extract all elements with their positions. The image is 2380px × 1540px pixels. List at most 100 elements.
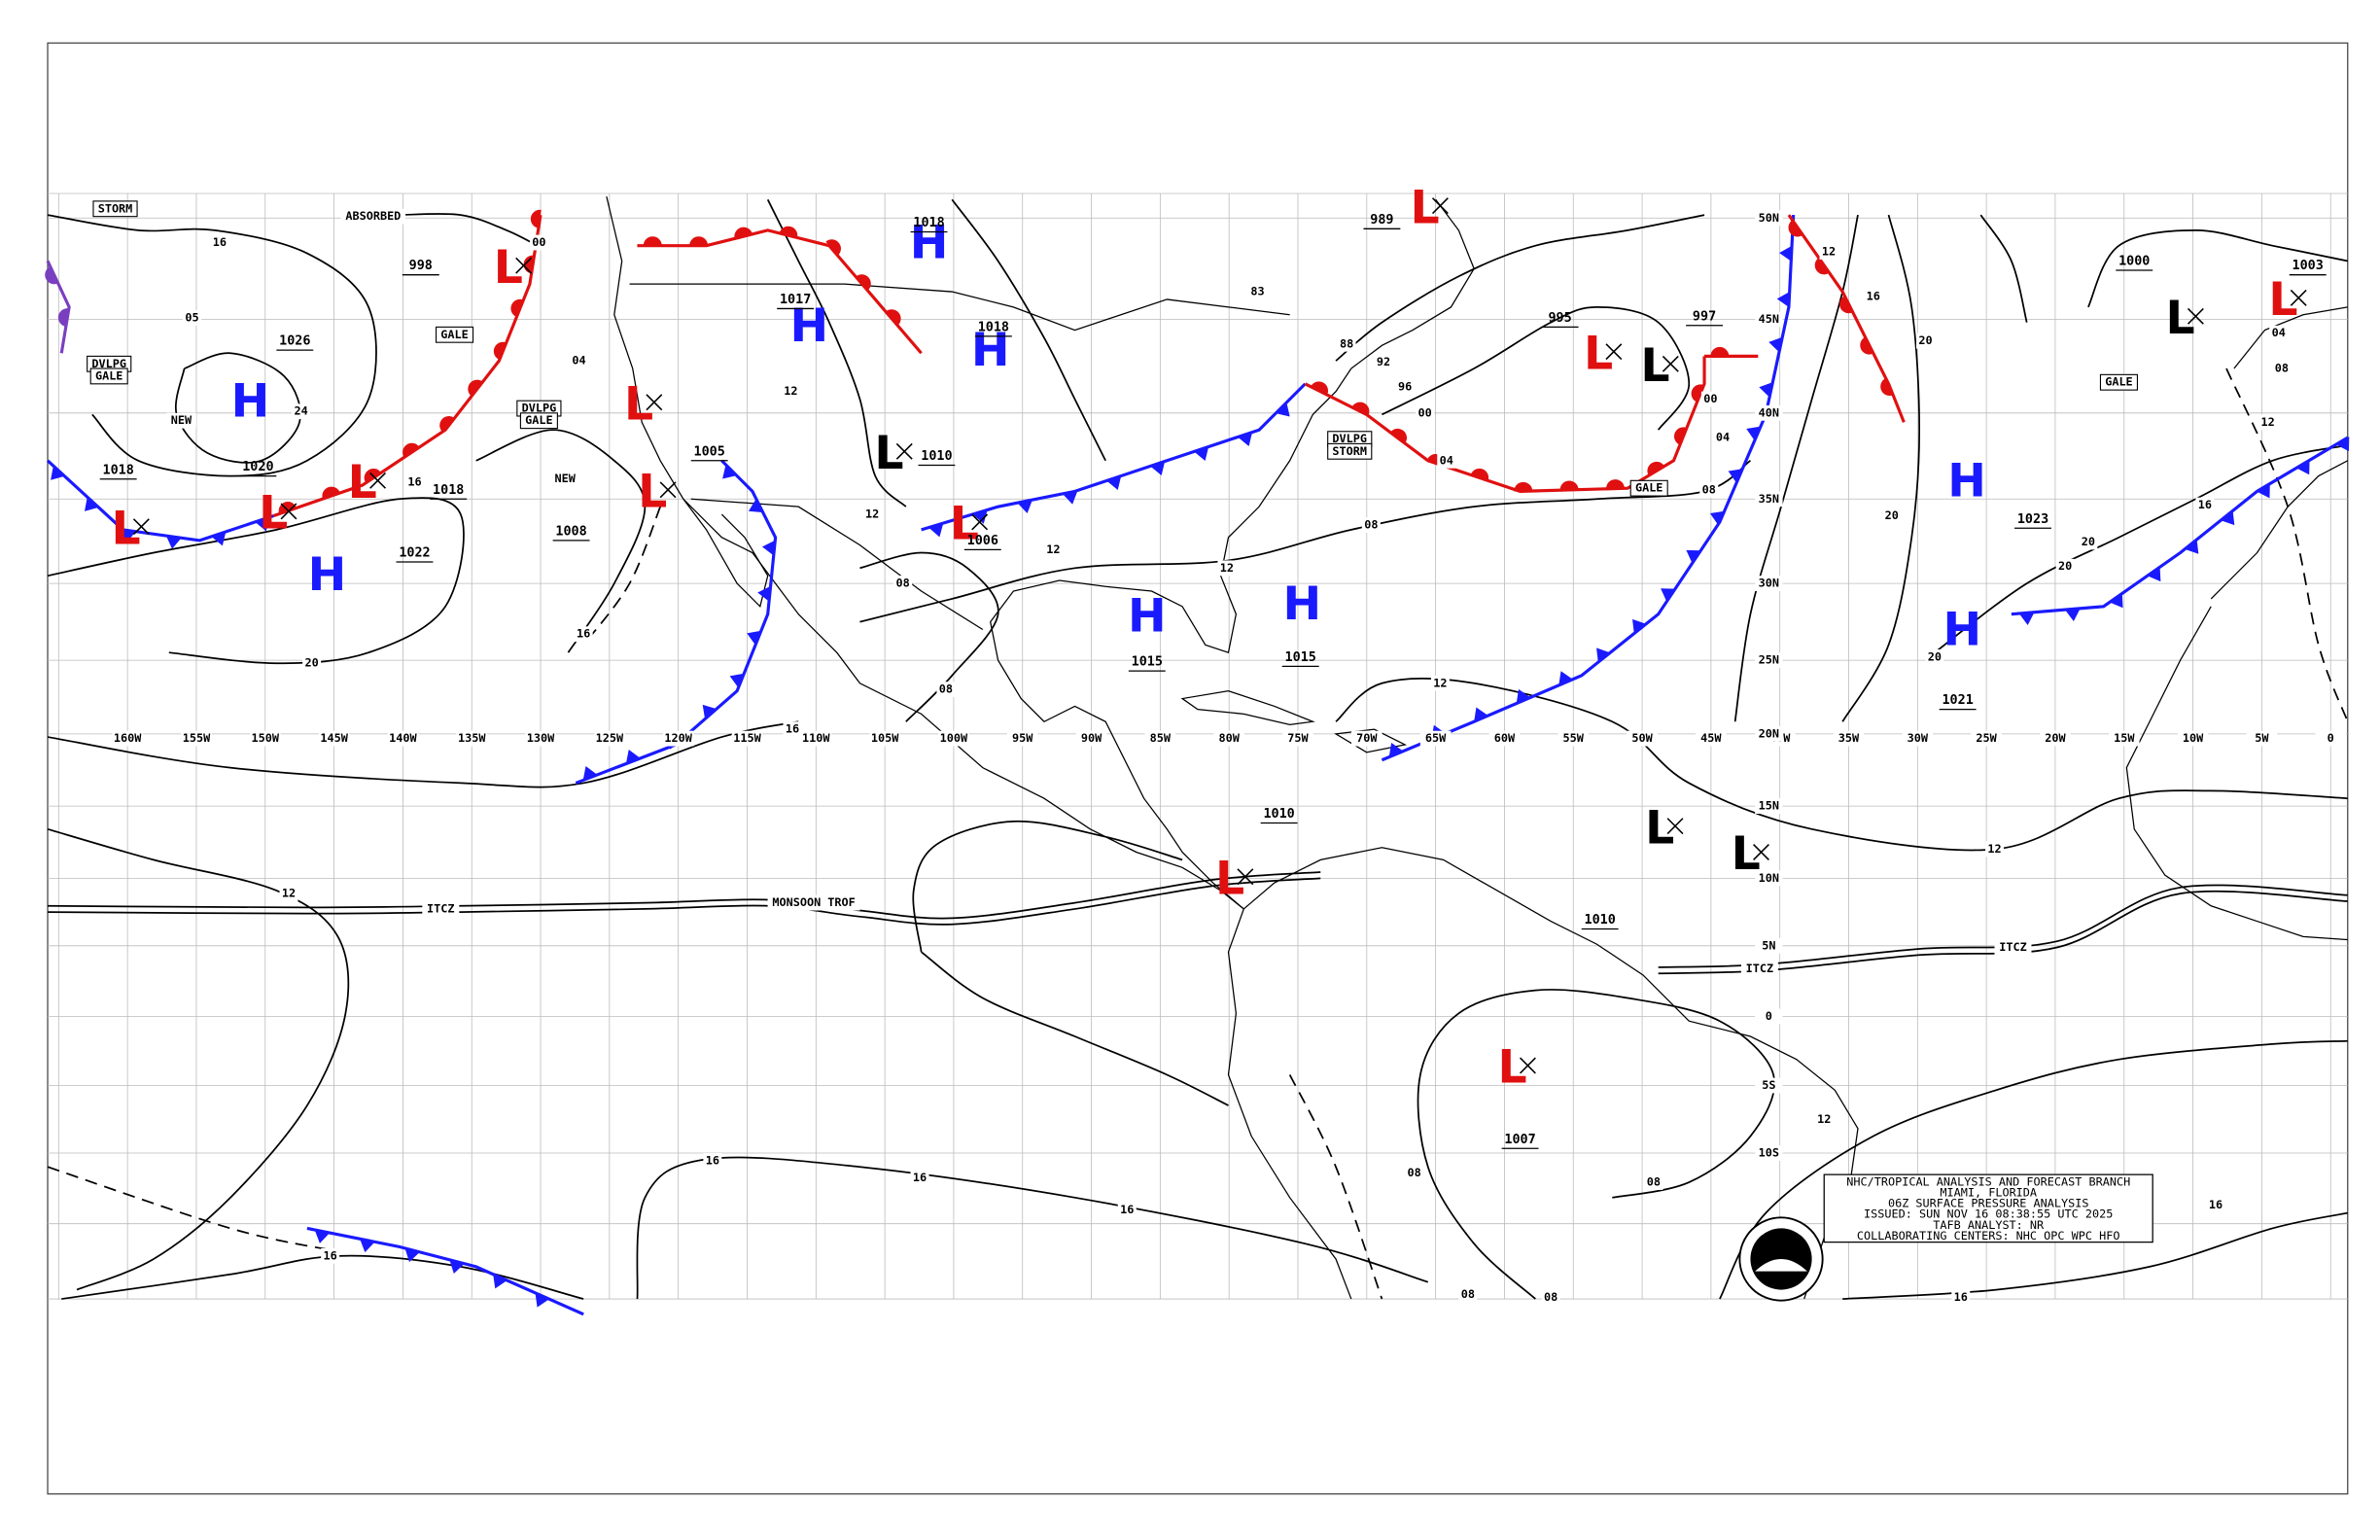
longitude-label: 45W	[1700, 731, 1722, 745]
isobar-label: 08	[939, 682, 953, 696]
front-symbol	[689, 236, 709, 246]
front-symbol	[211, 531, 227, 546]
center-pressure: 1017	[780, 293, 811, 307]
label-box	[1558, 730, 1590, 747]
labels: 160W 155W 150W 145W 140W 135W 130W 125W 120W 115W…	[87, 181, 2346, 1306]
isobar	[47, 214, 377, 477]
isobar-label: 16	[213, 235, 227, 249]
label-bg	[1644, 1174, 1663, 1190]
label-box	[1755, 1008, 1783, 1025]
label-bg	[1700, 391, 1720, 407]
front-symbol	[360, 1239, 375, 1253]
isobar-label: 08	[1647, 1175, 1661, 1189]
isobar	[766, 198, 907, 508]
center-mark	[1753, 844, 1769, 860]
cold-front	[306, 1226, 584, 1316]
isobar-label: 16	[1954, 1290, 1968, 1304]
annotation: ITCZ	[1999, 940, 2026, 954]
longitude-label: 125W	[596, 731, 624, 745]
label-box	[249, 730, 281, 747]
high-center: H	[1947, 454, 1986, 508]
isobar	[47, 827, 350, 1291]
low-center: L	[1732, 827, 1761, 881]
longitude-label: 115W	[733, 731, 761, 745]
front-symbol	[468, 379, 483, 397]
longitude-label: 5W	[2255, 731, 2269, 745]
front-symbol	[747, 630, 761, 646]
front-symbol	[439, 416, 455, 433]
center-pressure: 997	[1693, 309, 1716, 324]
longitude-label: 50W	[1631, 731, 1653, 745]
center-mark	[1237, 868, 1254, 886]
label-bg	[2258, 414, 2278, 431]
cold-front	[46, 459, 274, 542]
label-bg	[2272, 361, 2292, 376]
isobar-label: 20	[1928, 649, 1942, 663]
front-symbol	[1559, 480, 1579, 491]
label-box	[1755, 652, 1783, 668]
high-center: H	[971, 324, 1010, 377]
latitude-label: 50N	[1759, 211, 1779, 225]
label-bg	[2195, 497, 2215, 513]
center-mark	[1605, 343, 1623, 361]
annotation-box	[89, 368, 128, 385]
center-pressure: 998	[409, 259, 433, 273]
front-symbol	[449, 1259, 465, 1275]
label-box	[387, 730, 419, 747]
isobar-label: 20	[2058, 559, 2072, 573]
isobar-label: 16	[786, 722, 799, 736]
label-bg	[529, 234, 548, 251]
isobar	[475, 429, 647, 653]
label-bg	[703, 1153, 722, 1169]
isobar-label: 16	[577, 627, 590, 641]
longitude-label: 25W	[1976, 731, 1997, 745]
label-bg	[1882, 508, 1902, 524]
baja-coast	[682, 498, 769, 609]
label-box	[1833, 730, 1865, 747]
isobar	[912, 820, 1183, 953]
front-symbol	[2147, 567, 2161, 582]
center-pressure: 1018	[103, 463, 134, 477]
high-center: H	[910, 217, 949, 270]
annotation: DVLPG	[91, 357, 126, 370]
front-symbol	[1686, 549, 1701, 564]
low-center: L	[111, 502, 140, 555]
isobar-label: 12	[2261, 415, 2275, 429]
center-pressure: 1021	[1942, 693, 1973, 708]
longitude-label: 75W	[1287, 731, 1309, 745]
front-symbol	[1276, 402, 1290, 417]
isobar-label: 16	[1120, 1203, 1134, 1216]
front-symbol	[757, 585, 771, 602]
trough	[1288, 1074, 1383, 1300]
center-pressure: 1020	[242, 460, 273, 474]
isobar-label: 12	[1987, 842, 2001, 856]
label-box	[662, 730, 694, 747]
label-bg	[1416, 404, 1435, 421]
low-center: L	[348, 456, 377, 509]
label-box	[1755, 725, 1783, 742]
longitude-label: 160W	[114, 731, 142, 745]
label-box	[525, 730, 556, 747]
front-symbol	[1779, 245, 1793, 262]
annotation-box	[519, 412, 558, 430]
low-center: L	[2166, 292, 2195, 345]
annotation: ITCZ	[427, 901, 455, 915]
front-symbol	[1516, 688, 1531, 704]
high-center: H	[308, 548, 347, 602]
latitude-label: 10S	[1759, 1146, 1779, 1160]
annotation-box	[92, 200, 138, 218]
center-mark	[2290, 289, 2307, 306]
front-symbol	[255, 516, 270, 532]
annotation: STORM	[1332, 444, 1367, 458]
isobar-label: 04	[572, 354, 585, 368]
isobar	[921, 951, 1229, 1106]
front-symbol	[493, 341, 507, 361]
longitude-label: 95W	[1012, 731, 1033, 745]
label-box	[2315, 730, 2346, 747]
label-bg	[183, 310, 201, 326]
center-pressure: 1026	[279, 334, 310, 349]
coastlines	[606, 195, 2349, 1300]
front-symbol	[2185, 539, 2199, 554]
info-box-frame	[1823, 1173, 2153, 1243]
logo-text: NOAA	[1767, 1239, 1797, 1253]
